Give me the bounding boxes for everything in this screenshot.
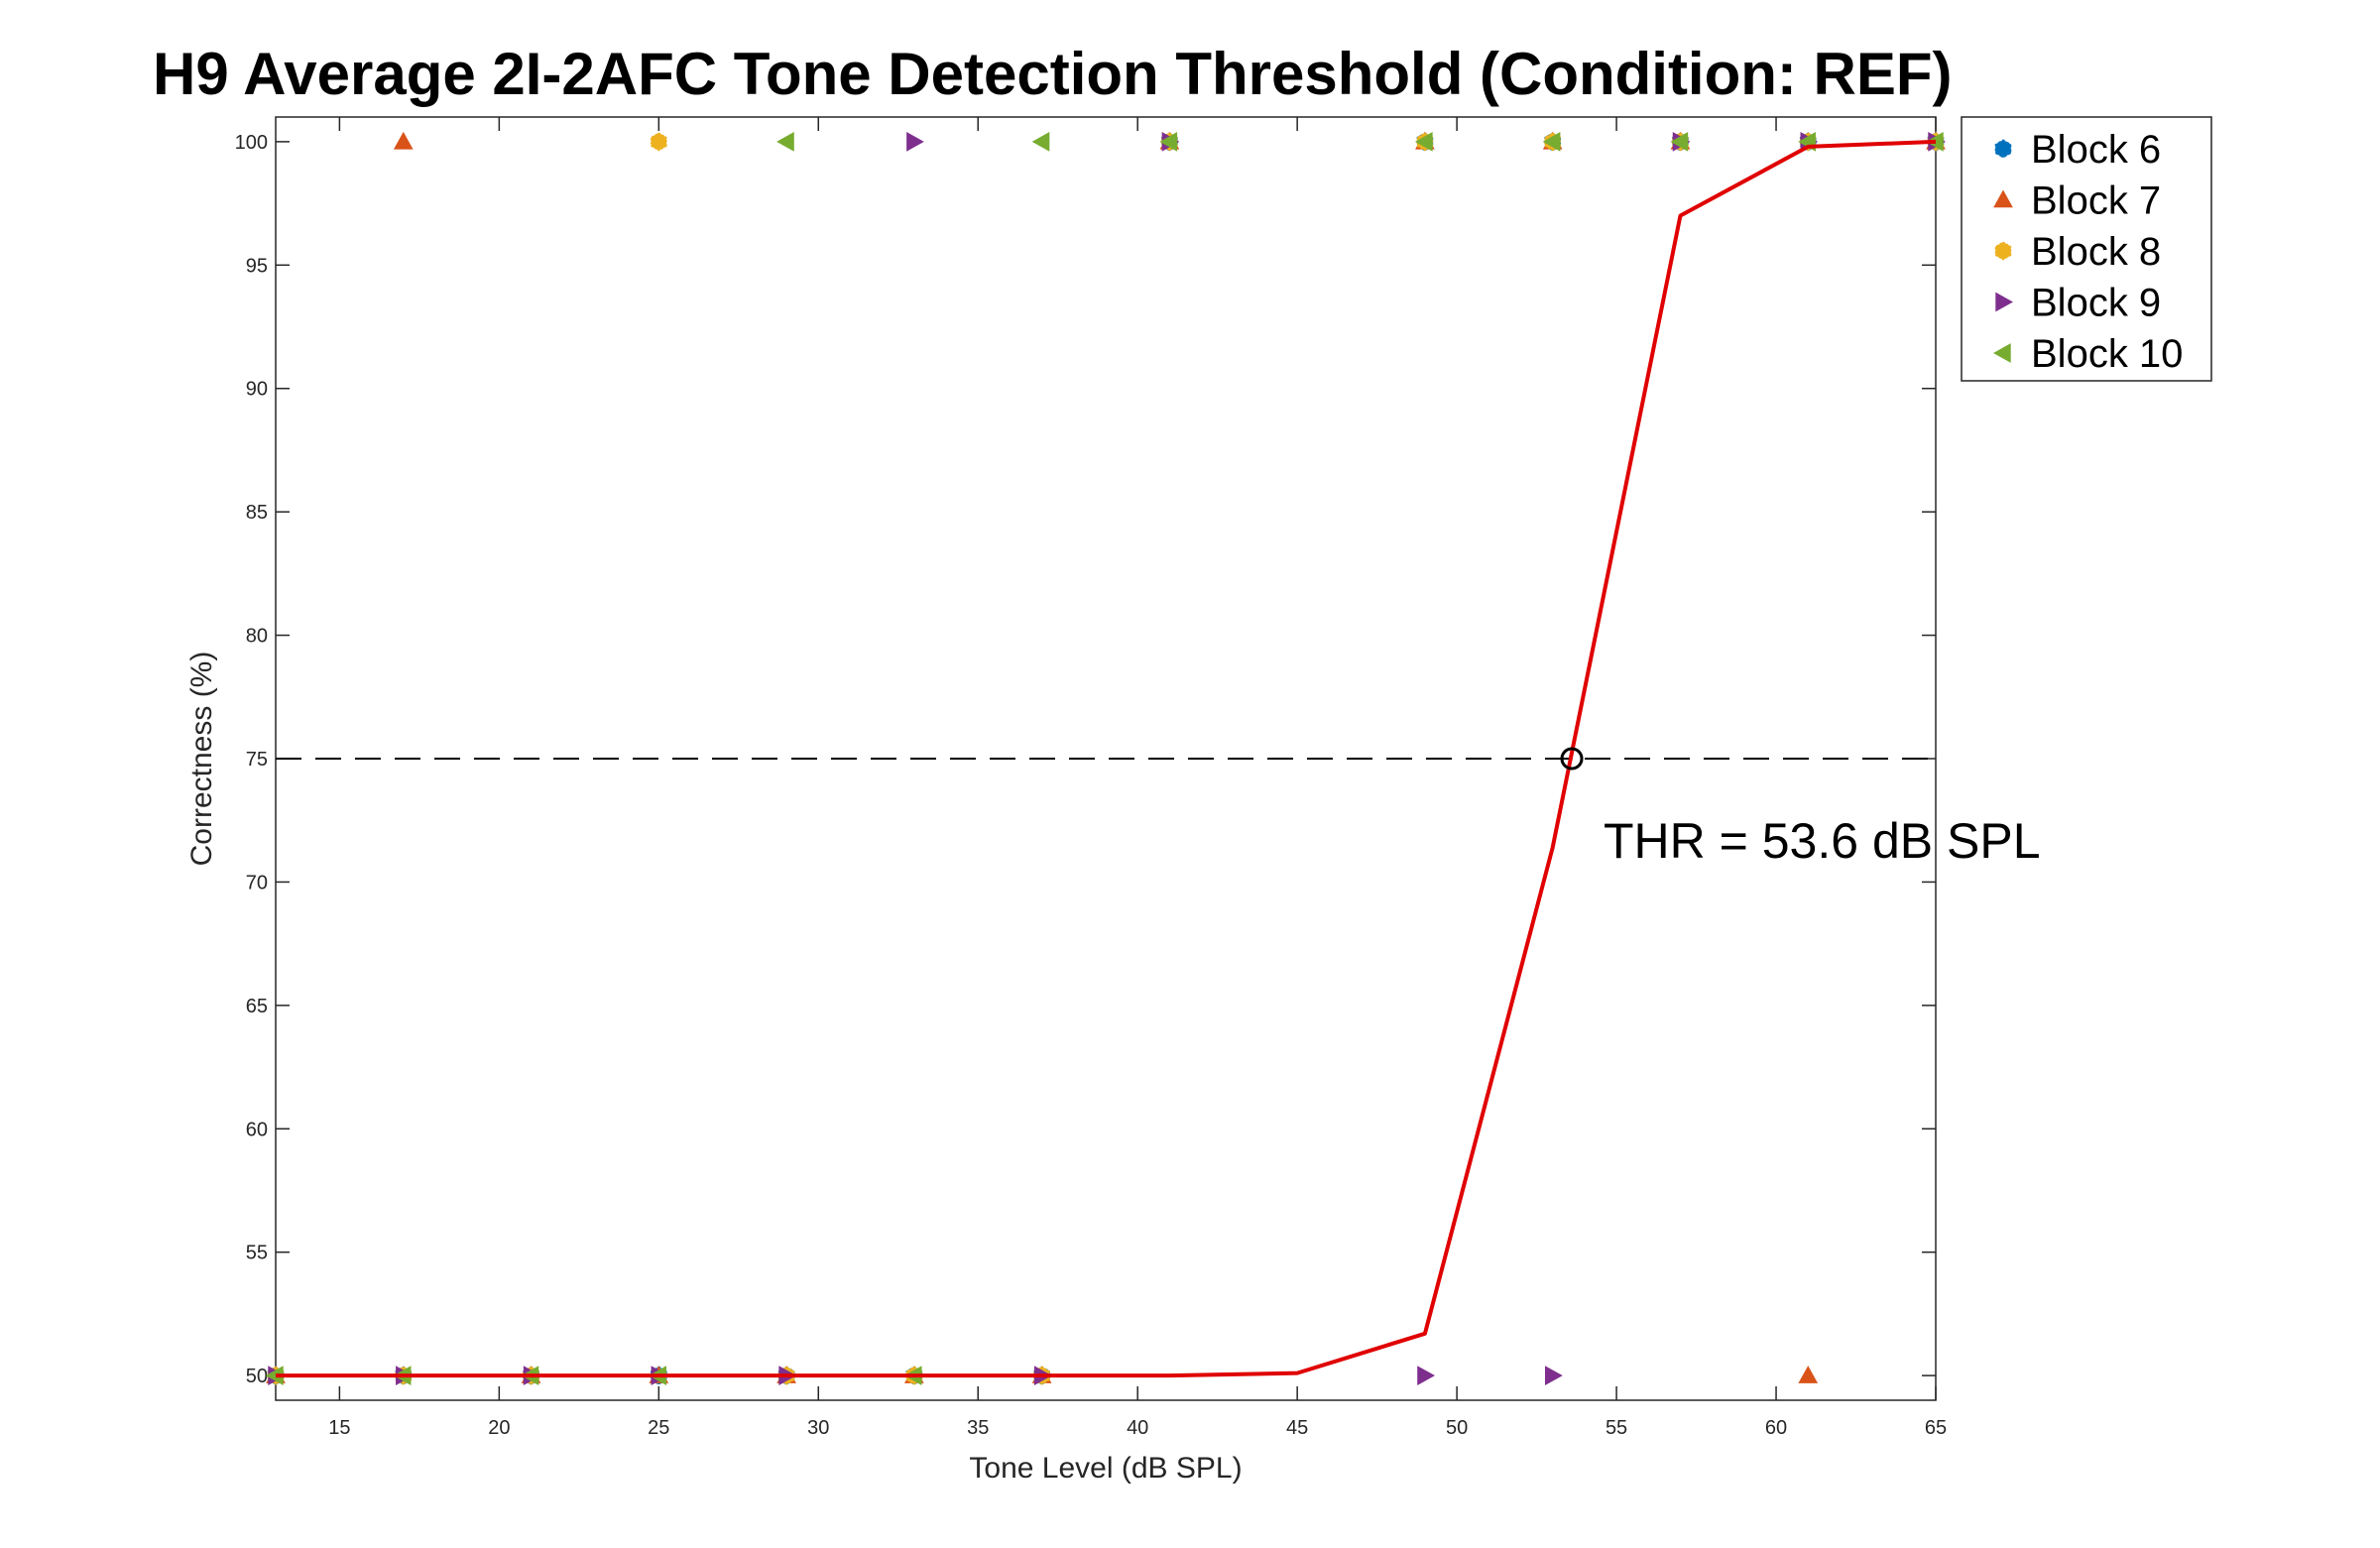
data-point <box>1159 132 1178 152</box>
legend-marker <box>1993 189 2013 208</box>
data-point <box>906 132 924 152</box>
legend-label: Block 6 <box>2031 128 2161 172</box>
x-axis: 15 20 25 30 35 40 45 50 55 60 65 <box>328 117 1947 1439</box>
data-point <box>776 132 794 152</box>
x-tick-label: 15 <box>328 1417 350 1439</box>
y-tick-label: 95 <box>246 255 268 277</box>
y-tick-label: 50 <box>246 1366 268 1387</box>
y-tick-label: 70 <box>246 872 268 893</box>
x-tick-label: 30 <box>807 1417 829 1439</box>
y-tick-label: 100 <box>235 132 268 154</box>
x-tick-label: 35 <box>967 1417 989 1439</box>
legend-entry-block-10: Block 10 <box>1992 332 2183 376</box>
data-point <box>393 131 414 150</box>
legend-entry-block-6: Block 6 <box>1994 128 2161 172</box>
x-tick-label: 55 <box>1606 1417 1627 1439</box>
legend-entries: Block 6 Block 7 Block 8 Block 9 Block 10 <box>1992 128 2183 376</box>
legend-label: Block 8 <box>2031 230 2161 274</box>
x-tick-label: 50 <box>1446 1417 1468 1439</box>
legend-label: Block 9 <box>2031 282 2161 325</box>
legend-label: Block 10 <box>2031 332 2183 376</box>
y-tick-label: 65 <box>246 996 268 1017</box>
legend: Block 6 Block 7 Block 8 Block 9 Block 10 <box>1961 116 2212 382</box>
threshold-annotation: THR = 53.6 dB SPL <box>1604 813 2041 869</box>
legend-entry-block-7: Block 7 <box>1993 179 2161 223</box>
data-point <box>1417 1366 1435 1385</box>
chart-title: H9 Average 2I-2AFC Tone Detection Thresh… <box>153 41 1953 107</box>
y-tick-label: 85 <box>246 502 268 524</box>
x-tick-label: 40 <box>1127 1417 1148 1439</box>
legend-entry-block-8: Block 8 <box>1994 230 2161 274</box>
data-point <box>651 132 667 152</box>
legend-entry-block-9: Block 9 <box>1995 282 2161 325</box>
legend-marker <box>1995 292 2014 312</box>
y-tick-label: 75 <box>246 749 268 771</box>
data-point <box>1031 132 1050 152</box>
x-axis-label: Tone Level (dB SPL) <box>969 1452 1242 1485</box>
legend-label: Block 7 <box>2031 179 2161 223</box>
y-tick-label: 90 <box>246 379 268 401</box>
y-axis: 50 55 60 65 70 75 80 85 90 95 100 <box>235 132 1936 1387</box>
threshold-marker <box>1560 747 1584 771</box>
y-tick-label: 55 <box>246 1243 268 1264</box>
y-axis-label: Correctness (%) <box>185 652 218 867</box>
data-point <box>1798 1366 1819 1383</box>
data-point <box>1414 132 1433 152</box>
legend-marker <box>1992 343 2011 363</box>
x-tick-label: 25 <box>648 1417 669 1439</box>
x-tick-label: 60 <box>1765 1417 1787 1439</box>
y-tick-label: 60 <box>246 1119 268 1140</box>
data-point <box>1544 1366 1563 1385</box>
data-point <box>1542 132 1561 152</box>
plot-area: 15 20 25 30 35 40 45 50 55 60 65 50 55 60 65 70 75 80 85 9… <box>235 116 1947 1439</box>
fit-curve-line <box>276 139 1937 1378</box>
x-tick-label: 20 <box>488 1417 510 1439</box>
data-point <box>1670 132 1689 152</box>
y-tick-label: 80 <box>246 626 268 648</box>
legend-marker <box>1994 241 2012 261</box>
x-tick-label: 45 <box>1286 1417 1308 1439</box>
legend-marker <box>1994 139 2012 159</box>
x-tick-label: 65 <box>1925 1417 1947 1439</box>
